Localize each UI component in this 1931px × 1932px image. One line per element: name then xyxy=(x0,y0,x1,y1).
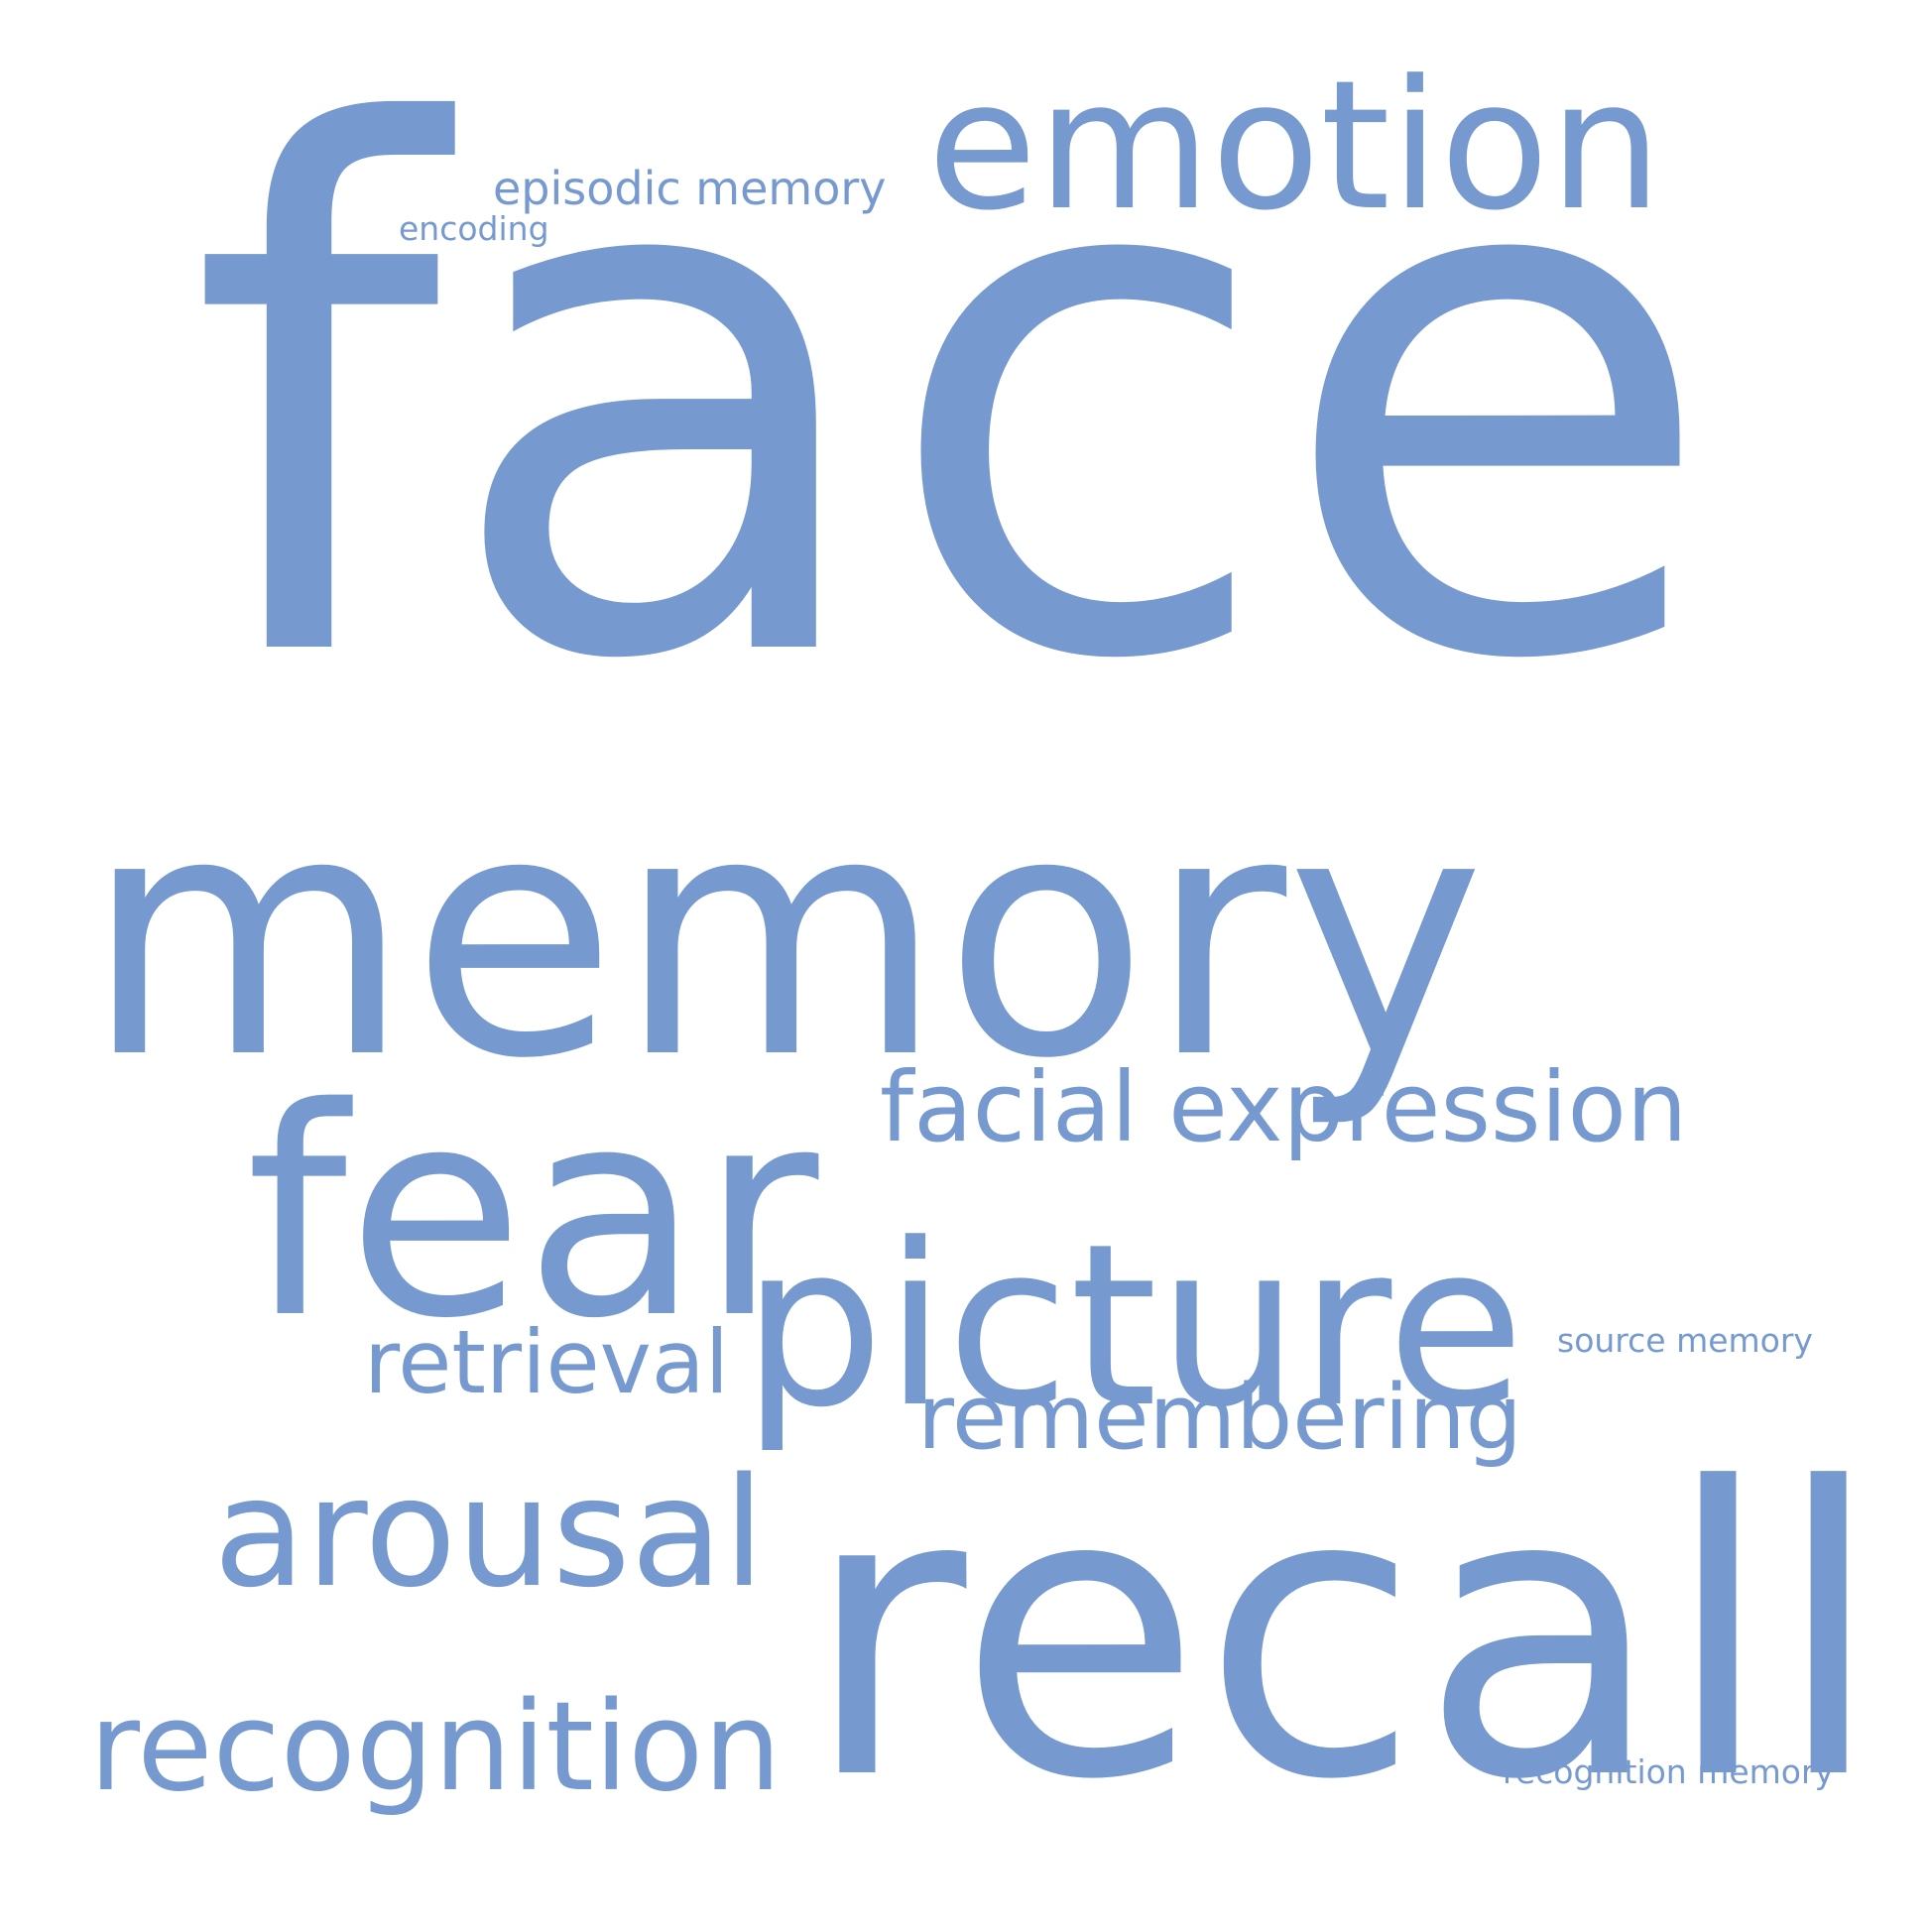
word-arousal: arousal xyxy=(213,1445,766,1621)
word-memory: memory xyxy=(84,741,1486,1132)
word-retrieval: retrieval xyxy=(364,1311,730,1413)
word-face: face xyxy=(188,0,1719,816)
word-recognition: recognition xyxy=(89,1676,782,1819)
word-emotion: emotion xyxy=(927,43,1663,250)
word-fear: fear xyxy=(246,1047,819,1382)
word-facial-expression: facial expression xyxy=(880,1051,1688,1163)
word-encoding: encoding xyxy=(399,209,549,248)
word-picture: picture xyxy=(742,1196,1525,1457)
word-recognition-memory: recognition memory xyxy=(1503,1752,1835,1791)
word-recall: recall xyxy=(803,1405,1884,1867)
word-episodic-memory: episodic memory xyxy=(493,162,887,215)
word-source-memory: source memory xyxy=(1557,1321,1813,1360)
word-remembering: remembering xyxy=(917,1366,1522,1470)
